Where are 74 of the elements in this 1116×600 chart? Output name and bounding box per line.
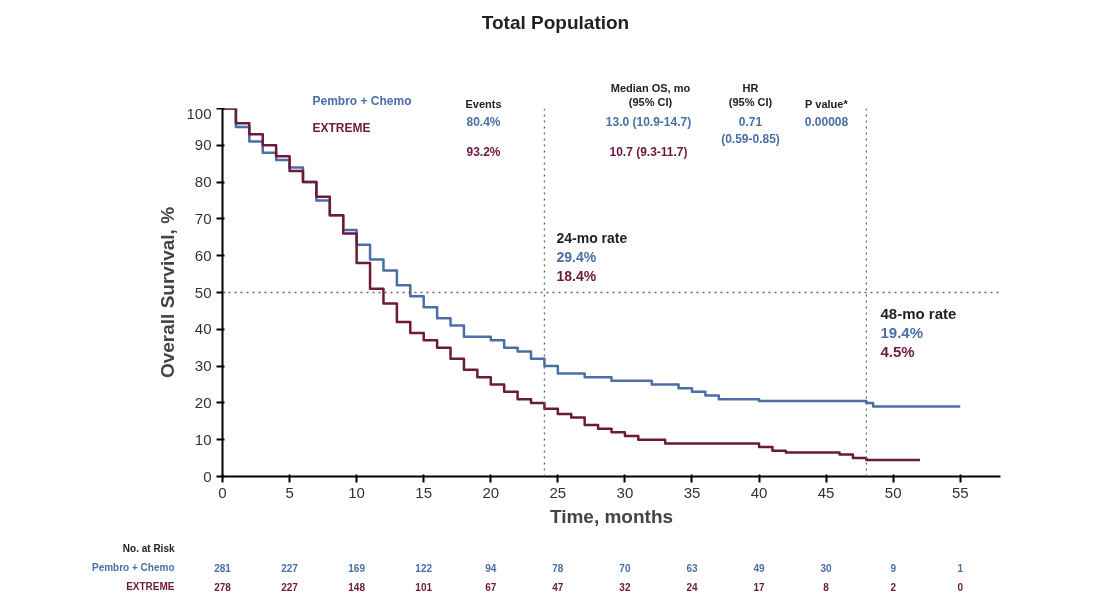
annotation: (0.59-0.85) [721,131,780,146]
text: Median OS, mo [610,81,691,94]
annotation: 13.0 (10.9-14.7) [605,114,692,129]
x-tick-label: 50 [884,483,902,501]
y-tick-label: 10 [194,430,212,448]
chart-title: Total Population [481,12,630,33]
annotation: 19.4% [880,324,924,341]
text: 67 [485,581,497,593]
text: 101 [415,581,433,593]
x-tick-label: 45 [817,483,835,501]
y-tick-label: 20 [194,393,212,411]
text: No. at Risk [122,543,175,554]
x-tick-label: 0 [218,483,227,501]
annotation: 24-mo rate [556,229,628,246]
text: EXTREME [312,120,371,135]
x-tick-label: 40 [750,483,768,501]
annotation: 18.4% [556,267,597,284]
annotation: Events [465,97,502,110]
text: 94 [485,562,497,574]
annotation: 93.2% [466,144,501,159]
y-tick-label: 100 [186,104,212,122]
text: 8 [823,581,830,593]
x-tick-label: 15 [415,483,433,501]
x-tick-label: 10 [348,483,365,501]
text: 63 [686,562,698,574]
y-tick-label: 80 [194,173,212,191]
annotation: 80.4% [466,114,501,129]
text: 169 [348,562,366,574]
text: 0 [957,581,964,593]
annotation: P value* [805,97,849,110]
text: 17 [753,581,766,593]
text: 227 [281,562,299,574]
annotation: 0.71 [738,115,763,129]
text: 1 [957,562,964,574]
y-tick-label: 30 [194,357,212,375]
text: 281 [214,562,232,574]
text: (95% CI) [628,95,673,108]
y-tick-label: 50 [194,283,212,301]
text: 2 [890,581,897,593]
text: 70 [619,562,631,574]
annotation: 10.7 (9.3-11.7) [609,144,688,159]
y-tick-label: 60 [194,246,212,264]
text: (95% CI) [728,95,773,108]
text: 47 [552,581,564,593]
y-tick-label: 90 [194,136,212,154]
text: 49 [753,562,766,574]
annotation: 0.00008 [804,115,849,129]
y-tick-label: 0 [203,467,212,485]
y-tick-label: 70 [194,209,212,227]
text: 9 [890,562,897,574]
text: 122 [415,562,433,574]
text: 30 [820,562,833,574]
y-axis-title: Overall Survival, % [157,206,179,379]
text: 32 [619,581,631,593]
x-tick-label: 5 [285,483,294,501]
text: Pembro + Chemo [312,93,412,108]
text: 148 [348,581,366,593]
annotation: 4.5% [880,343,915,360]
x-tick-label: 30 [616,483,634,501]
x-tick-label: 25 [549,483,567,501]
text: 227 [281,581,299,593]
annotation: 29.4% [556,248,597,265]
text: HR [742,81,759,94]
x-tick-label: 20 [482,483,500,501]
x-axis-title: Time, months [549,505,674,527]
text: 78 [552,562,564,574]
text: Pembro + Chemo [91,562,175,573]
x-tick-label: 55 [951,483,969,501]
annotation: 48-mo rate [880,305,957,322]
text: 278 [214,581,232,593]
x-tick-label: 35 [683,483,701,501]
y-tick-label: 40 [194,320,212,338]
text: 24 [686,581,698,593]
text: EXTREME [126,581,175,592]
